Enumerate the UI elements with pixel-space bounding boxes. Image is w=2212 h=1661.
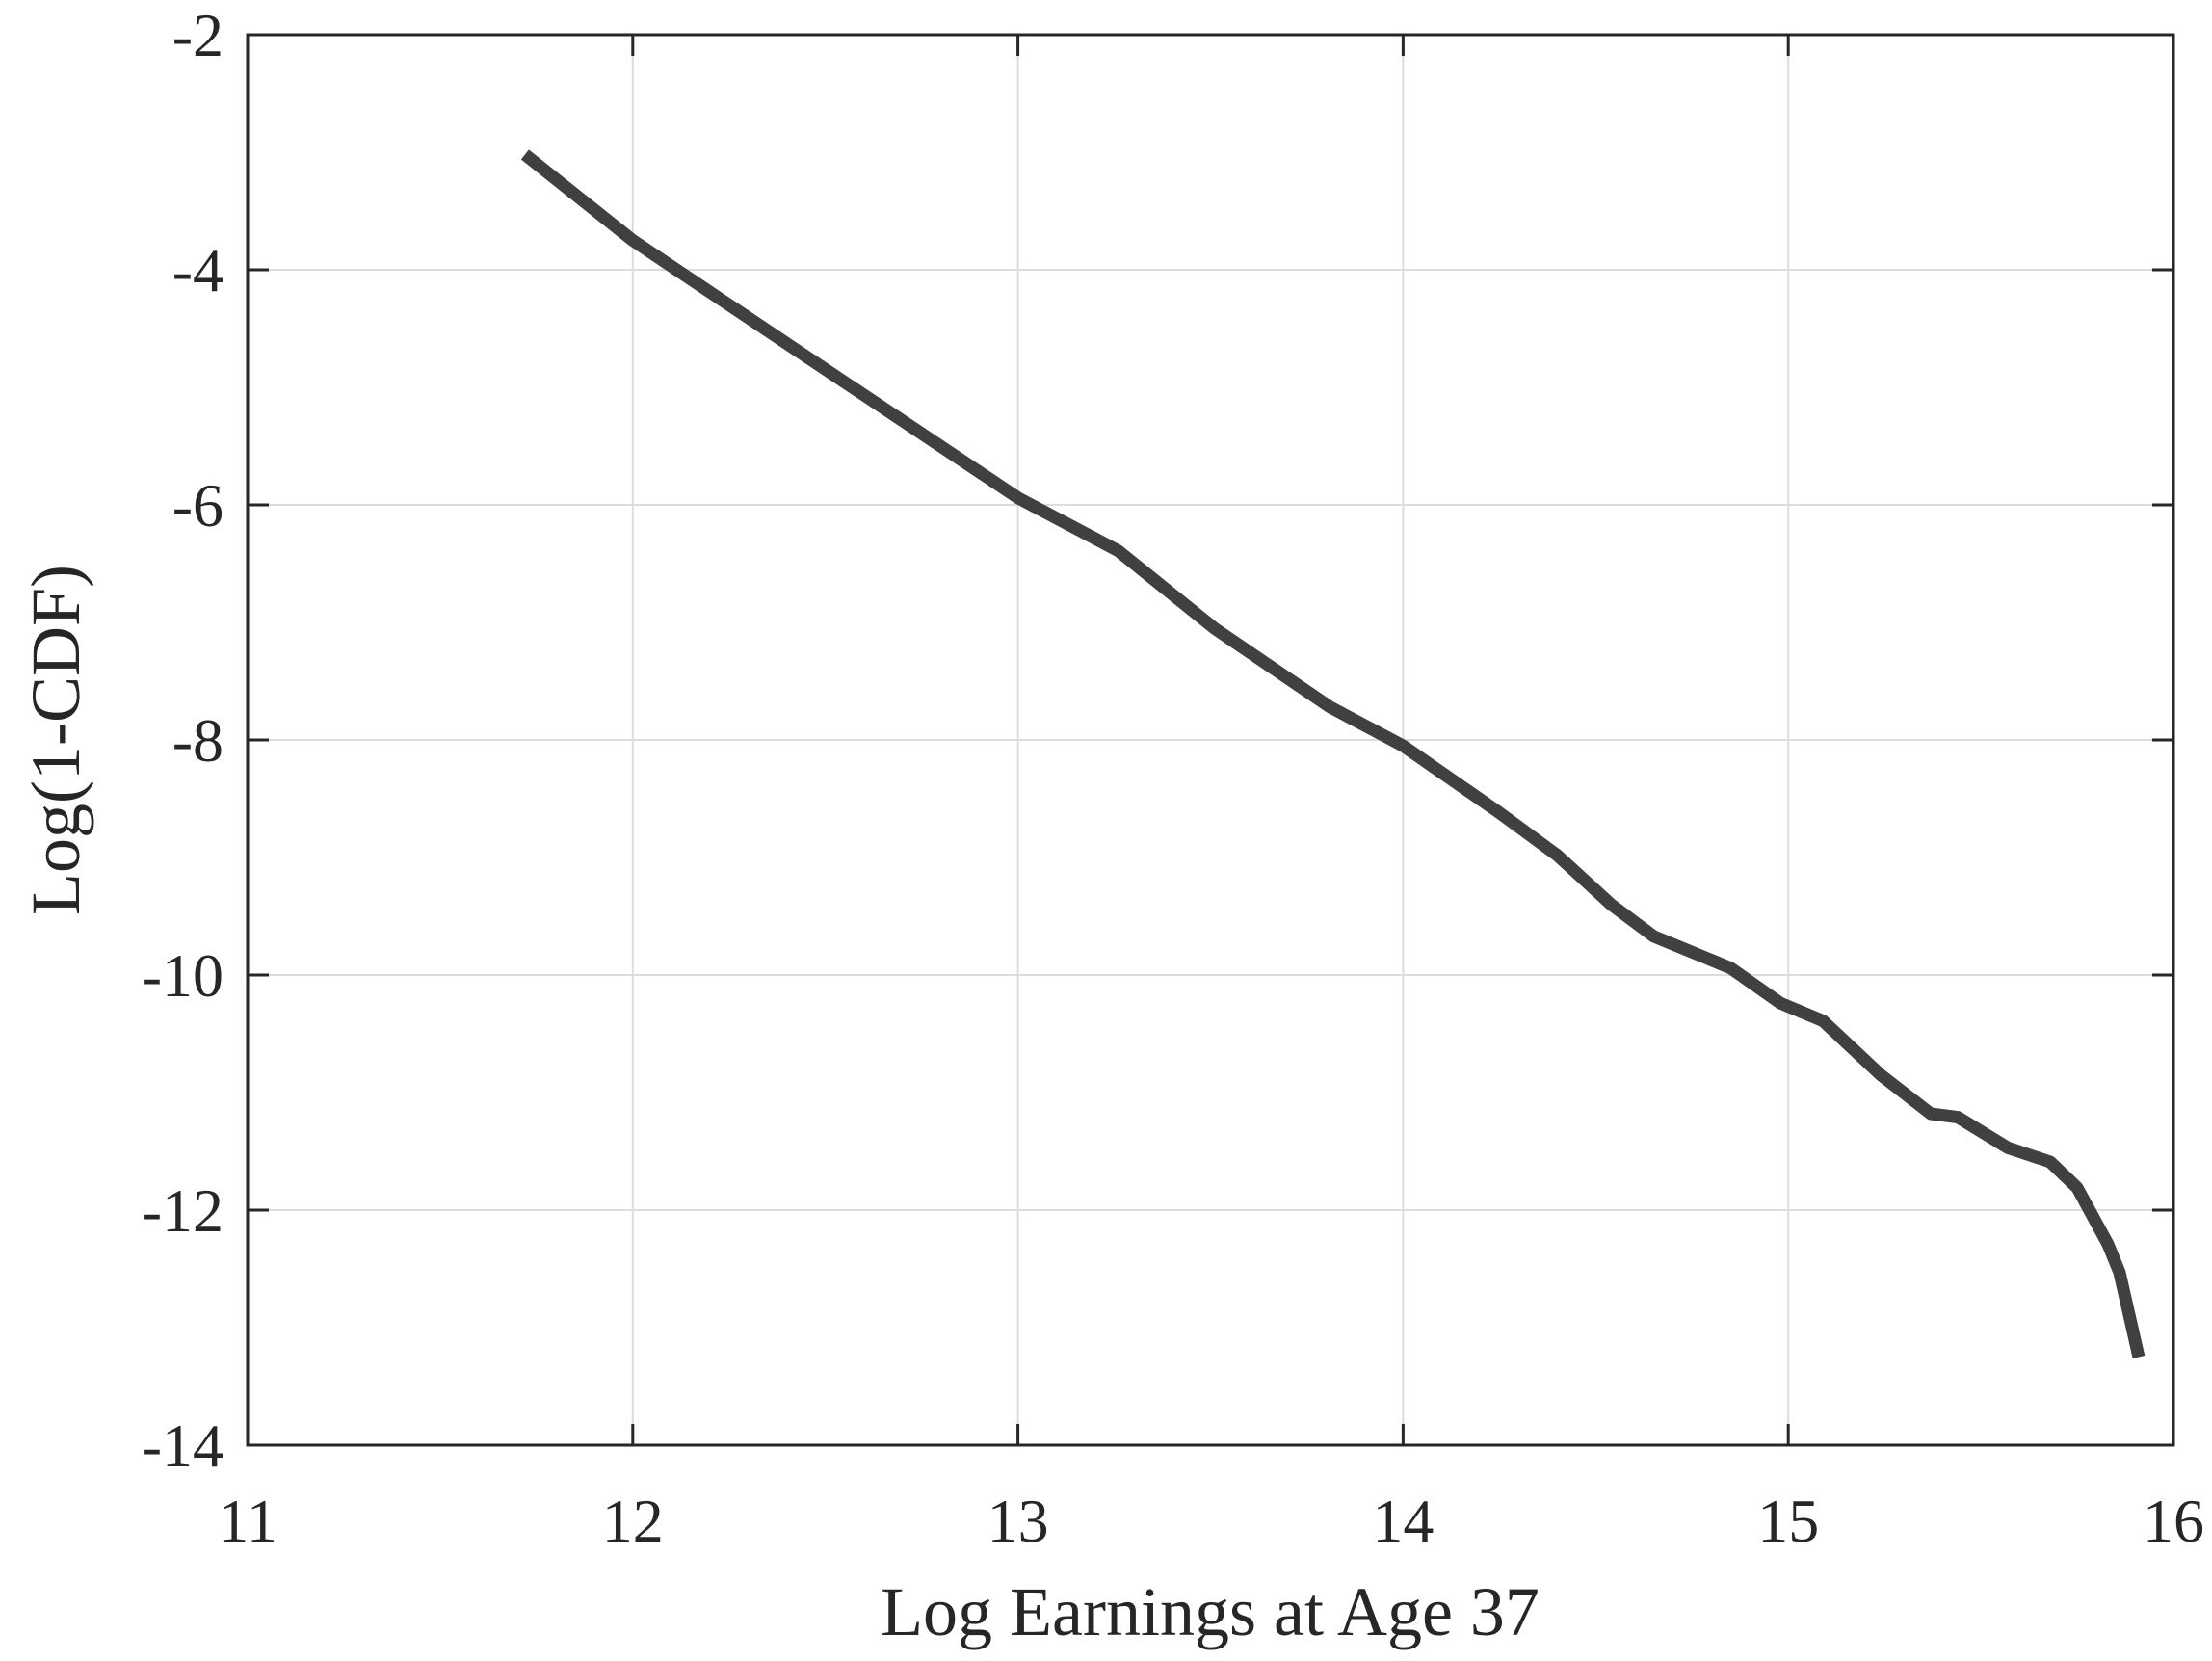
y-tick-label: -14: [142, 1411, 224, 1480]
x-tick-label: 15: [1757, 1487, 1819, 1555]
series-layer: [520, 149, 2146, 1358]
x-axis-label: Log Earnings at Age 37: [881, 1573, 1540, 1650]
ticks: 11 12 13 14 15 16 -2 -4 -6 -8 -10 -12 -14: [142, 1, 2204, 1555]
y-tick-label: -4: [172, 236, 224, 304]
grid: [247, 34, 2174, 1446]
y-axis-label: Log(1-CDF): [17, 565, 94, 915]
x-tick-label: 14: [1372, 1487, 1434, 1555]
x-tick-label: 12: [602, 1487, 664, 1555]
series-line: [520, 149, 2146, 1358]
y-tick-label: -8: [172, 706, 224, 775]
y-tick-label: -6: [172, 471, 224, 540]
y-tick-label: -10: [142, 941, 224, 1010]
x-tick-label: 16: [2143, 1487, 2204, 1555]
x-tick-label: 13: [988, 1487, 1049, 1555]
y-tick-label: -2: [172, 1, 224, 69]
x-tick-label: 11: [218, 1487, 277, 1555]
y-tick-label: -12: [142, 1176, 224, 1245]
